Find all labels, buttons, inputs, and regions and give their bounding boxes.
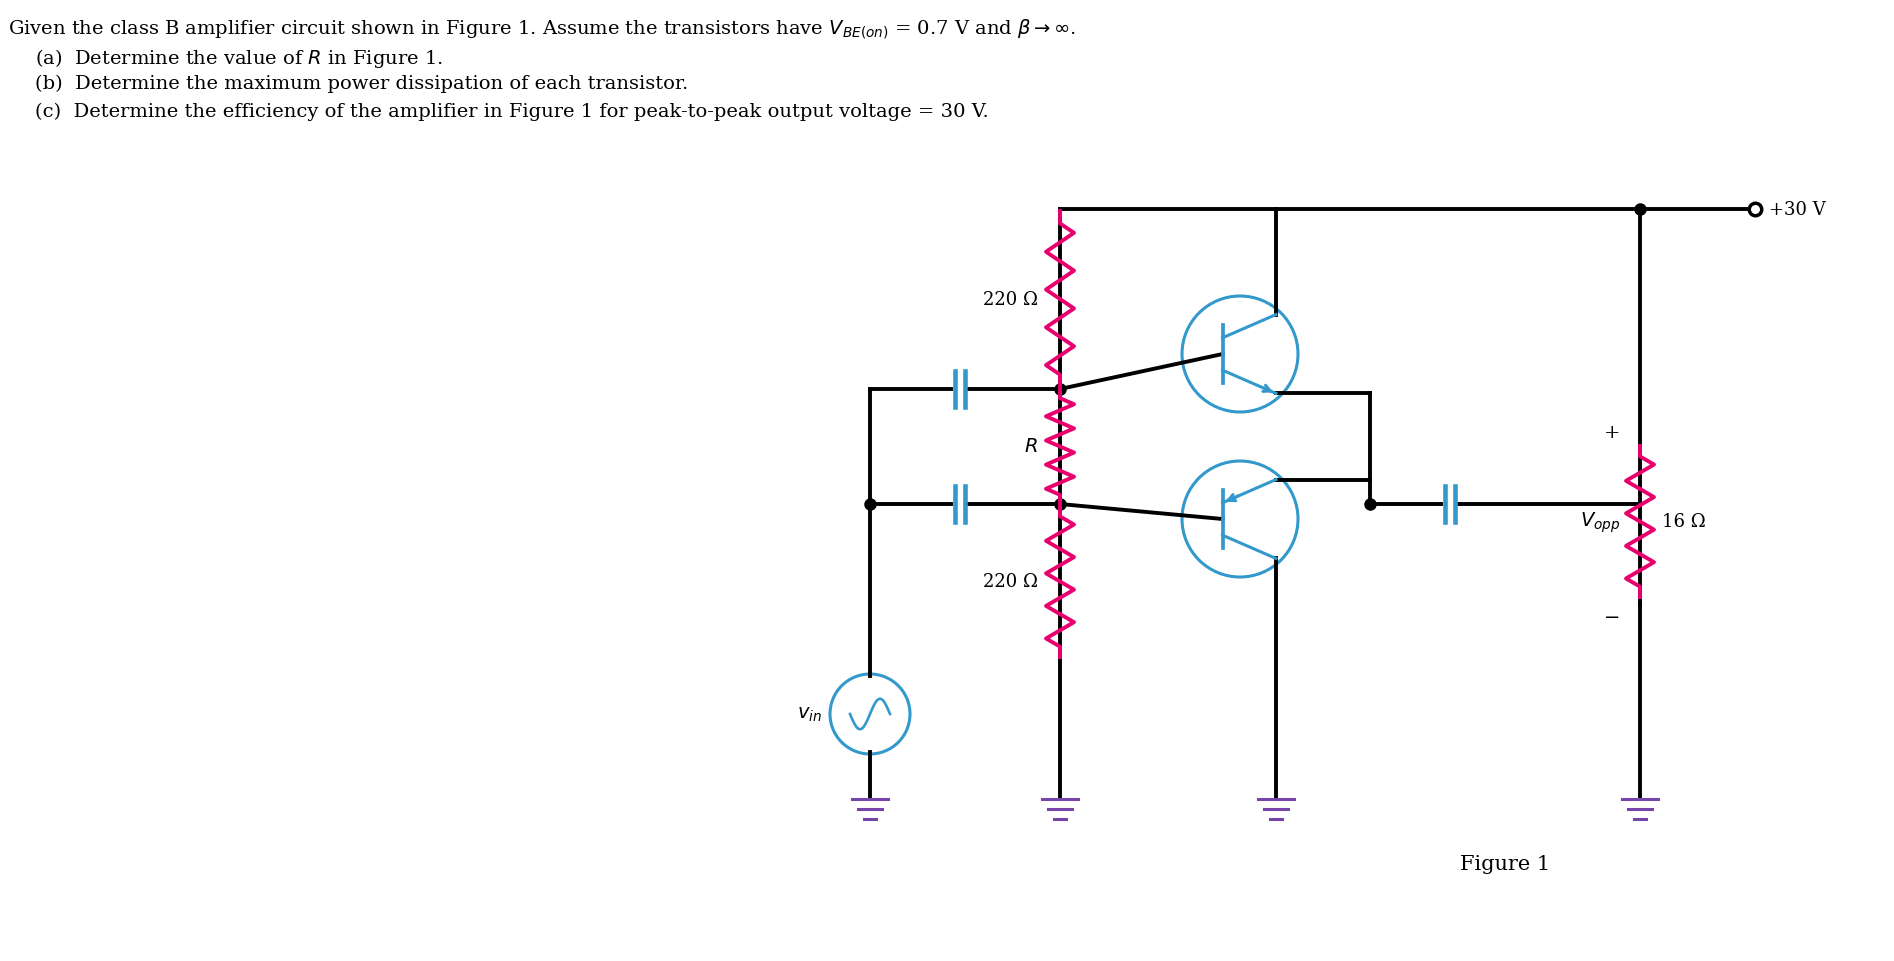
Text: (c)  Determine the efficiency of the amplifier in Figure 1 for peak-to-peak outp: (c) Determine the efficiency of the ampl… — [34, 103, 989, 121]
Text: Given the class B amplifier circuit shown in Figure 1. Assume the transistors ha: Given the class B amplifier circuit show… — [8, 18, 1076, 41]
Text: $R$: $R$ — [1025, 438, 1038, 456]
Text: (a)  Determine the value of $R$ in Figure 1.: (a) Determine the value of $R$ in Figure… — [34, 47, 443, 70]
Text: +30 V: +30 V — [1769, 201, 1826, 219]
Text: Figure 1: Figure 1 — [1460, 854, 1549, 874]
Text: −: − — [1604, 608, 1619, 627]
Text: $v_{in}$: $v_{in}$ — [797, 705, 822, 724]
Text: $V_{opp}$: $V_{opp}$ — [1580, 509, 1619, 534]
Text: 16 Ω: 16 Ω — [1663, 513, 1706, 530]
Text: +: + — [1604, 424, 1619, 441]
Text: (b)  Determine the maximum power dissipation of each transistor.: (b) Determine the maximum power dissipat… — [34, 75, 688, 93]
Text: 220 Ω: 220 Ω — [983, 573, 1038, 591]
Text: 220 Ω: 220 Ω — [983, 290, 1038, 308]
